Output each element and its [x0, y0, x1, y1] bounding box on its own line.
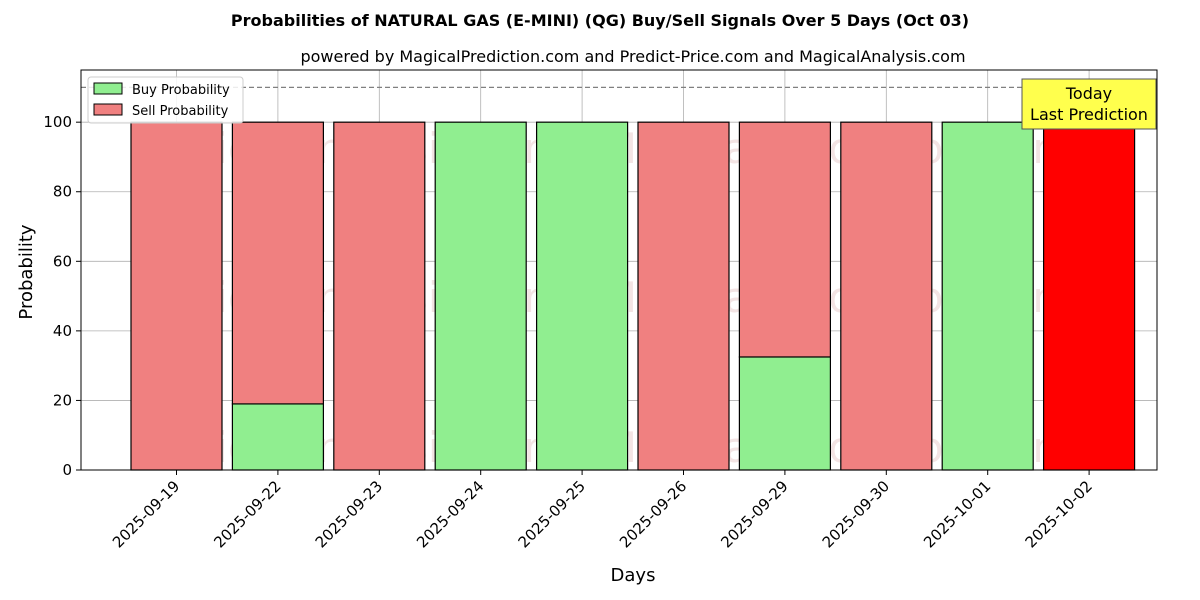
plot-frame: [80, 69, 1158, 471]
x-tick-label: 2025-10-01: [920, 477, 994, 551]
x-axis-ticks: 2025-09-19 2025-09-22 2025-09-23 2025-09-24…: [109, 470, 1096, 551]
x-tick-label: 2025-09-24: [413, 477, 487, 551]
y-tick-label: 0: [62, 461, 72, 479]
buy-bar-2025-10-01: [941, 121, 1034, 471]
x-tick-label: 2025-09-19: [109, 477, 183, 551]
x-tick-label: 2025-09-23: [312, 477, 386, 551]
sell-bar-2025-09-26: [637, 121, 730, 471]
buy-bar-2025-09-29: [738, 356, 832, 471]
sell-bar-2025-10-02: [1042, 121, 1136, 471]
buy-bar-2025-09-22: [231, 403, 324, 471]
x-axis-label: Days: [611, 565, 656, 586]
y-axis-label: Probability: [16, 224, 37, 319]
annotation-line-today: Today: [1065, 84, 1112, 103]
x-tick-label: 2025-09-26: [616, 477, 690, 551]
y-axis-ticks: 0 20 40 60 80 100: [43, 113, 81, 479]
x-tick-label: 2025-09-22: [210, 477, 284, 551]
legend-label-sell: Sell Probability: [132, 104, 229, 119]
sell-bar-2025-09-19: [130, 121, 223, 471]
legend-swatch-sell: [93, 103, 123, 116]
today-annotation: Today Last Prediction: [1021, 78, 1157, 130]
chart-subtitle: powered by MagicalPrediction.com and Pre…: [300, 47, 965, 66]
y-tick-label: 100: [43, 113, 72, 131]
legend-swatch-buy: [93, 82, 123, 95]
legend: Buy Probability Sell Probability: [87, 76, 244, 124]
y-tick-label: 80: [53, 183, 72, 201]
y-tick-label: 40: [53, 322, 72, 340]
buy-bar-2025-09-24: [434, 121, 527, 471]
annotation-box: [1021, 78, 1157, 130]
sell-bar-2025-09-29: [738, 121, 832, 358]
chart-title: Probabilities of NATURAL GAS (E-MINI) (Q…: [231, 11, 969, 30]
legend-frame: [87, 76, 244, 124]
buy-bar-2025-09-25: [535, 121, 629, 471]
sell-bar-2025-09-23: [333, 121, 426, 471]
bars: [130, 121, 1136, 471]
x-tick-label: 2025-09-29: [717, 477, 791, 551]
x-tick-label: 2025-10-02: [1022, 477, 1096, 551]
legend-label-buy: Buy Probability: [132, 83, 230, 98]
annotation-line-last-prediction: Last Prediction: [1030, 105, 1148, 124]
y-tick-label: 60: [53, 252, 72, 270]
sell-bar-2025-09-30: [840, 121, 933, 471]
sell-bar-2025-09-22: [231, 121, 324, 405]
x-tick-label: 2025-09-25: [515, 477, 589, 551]
y-tick-label: 20: [53, 391, 72, 409]
x-tick-label: 2025-09-30: [819, 477, 893, 551]
